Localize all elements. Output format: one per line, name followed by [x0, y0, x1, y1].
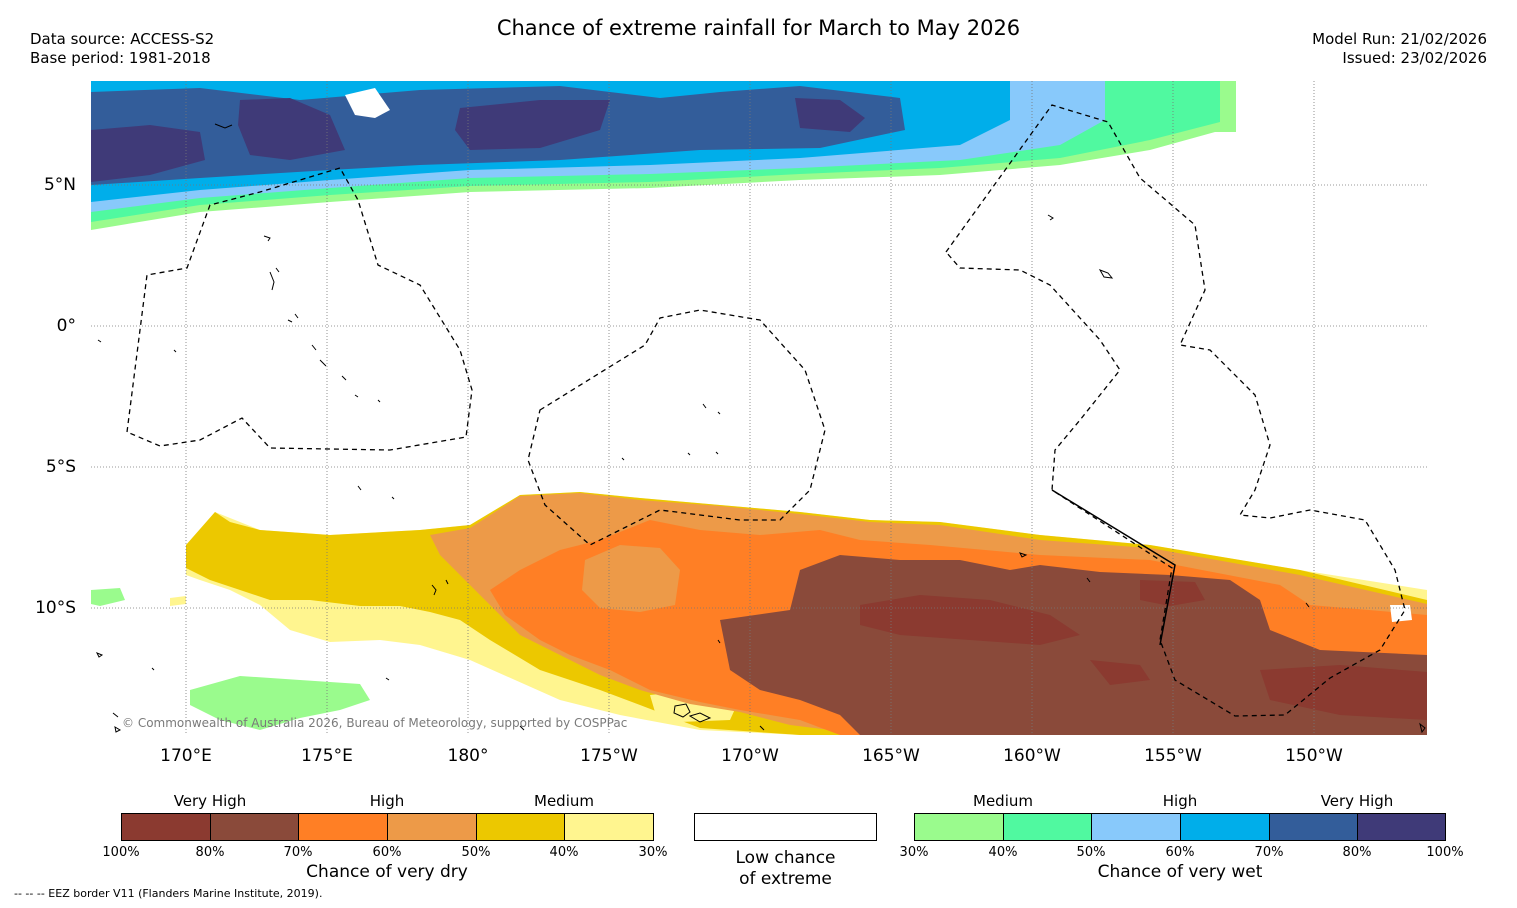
wet-swatch-50-60 — [1091, 813, 1181, 841]
copyright-notice: © Commonwealth of Australia 2026, Bureau… — [122, 716, 628, 730]
wet-legend-title: Chance of very wet — [1097, 862, 1263, 882]
wet-tick: 40% — [988, 845, 1018, 860]
data-source: Data source: ACCESS-S2 — [30, 30, 215, 48]
lon-label-180: 180° — [447, 746, 489, 766]
eez-boundary-line — [1051, 489, 1176, 646]
page-title: Chance of extreme rainfall for March to … — [496, 16, 1021, 40]
dry-group-high: High — [369, 792, 405, 810]
dry-tick: 30% — [638, 845, 668, 860]
meta-left: Data source: ACCESS-S2 Base period: 1981… — [30, 30, 214, 68]
dry-tick: 80% — [195, 845, 225, 860]
wet-tick: 30% — [899, 845, 929, 860]
dry-high-patch — [582, 545, 680, 612]
wet-group-medium: Medium — [973, 792, 1033, 810]
dry-tick: 40% — [549, 845, 579, 860]
lon-label-175w: 175°W — [580, 746, 638, 766]
eez-footnote: -- -- -- EEZ border V11 (Flanders Marine… — [14, 887, 323, 900]
wet-swatch-40-50 — [1003, 813, 1092, 841]
base-period: Base period: 1981-2018 — [30, 49, 211, 67]
lon-label-155w: 155°W — [1144, 746, 1202, 766]
map-field — [91, 81, 1427, 735]
wet-tick: 60% — [1165, 845, 1195, 860]
lon-label-175e: 175°E — [301, 746, 353, 766]
wet-gap — [345, 88, 390, 118]
wet-tick: 70% — [1254, 845, 1284, 860]
eez-borders — [126, 104, 1406, 717]
dry-group-very-high: Very High — [173, 792, 247, 810]
lat-label-5n: 5°N — [43, 175, 76, 195]
lat-label-5s: 5°S — [45, 457, 76, 477]
wet-group-high: High — [1162, 792, 1198, 810]
dry-very-high2-region — [860, 580, 1427, 720]
dry-swatch-50-40 — [476, 813, 565, 841]
wet-swatch-30-40 — [914, 813, 1004, 841]
issued-date: Issued: 23/02/2026 — [1342, 49, 1487, 67]
model-run: Model Run: 21/02/2026 — [1312, 30, 1487, 48]
dry-swatch-60-50 — [387, 813, 477, 841]
wet-group-very-high: Very High — [1320, 792, 1394, 810]
wet-very-high2-region — [91, 98, 865, 182]
dry-swatch-80-70 — [210, 813, 299, 841]
dry-tick: 50% — [461, 845, 491, 860]
dry-swatch-40-30 — [564, 813, 654, 841]
dry-medium-patch — [305, 608, 740, 722]
dry-swatch-100-80 — [121, 813, 211, 841]
wet-tick: 50% — [1076, 845, 1106, 860]
wet-tick: 100% — [1426, 845, 1464, 860]
dry-gap-white — [1390, 605, 1412, 622]
dry-group-medium: Medium — [534, 792, 594, 810]
islands — [95, 123, 1426, 734]
lon-label-165w: 165°W — [862, 746, 920, 766]
gridlines — [91, 81, 1427, 735]
wet-swatch-70-80 — [1269, 813, 1358, 841]
dry-tick: 100% — [102, 845, 140, 860]
lon-label-150w: 150°W — [1285, 746, 1343, 766]
wet-swatch-80-100 — [1357, 813, 1446, 841]
lon-label-160w: 160°W — [1003, 746, 1061, 766]
wet-tick: 80% — [1342, 845, 1372, 860]
wet-medium-patch — [91, 588, 370, 730]
wet-swatch-60-70 — [1180, 813, 1270, 841]
dry-tick: 60% — [372, 845, 402, 860]
dry-swatch-70-60 — [298, 813, 388, 841]
dry-tick: 70% — [283, 845, 313, 860]
dry-legend-title: Chance of very dry — [306, 862, 468, 882]
low-chance-label-2: of extreme — [739, 869, 832, 889]
lat-label-0: 0° — [56, 316, 76, 336]
low-chance-swatch — [694, 813, 877, 841]
lon-label-170w: 170°W — [721, 746, 779, 766]
lat-label-10s: 10°S — [35, 598, 76, 618]
meta-right: Model Run: 21/02/2026 Issued: 23/02/2026 — [1312, 30, 1487, 68]
lon-label-170e: 170°E — [160, 746, 212, 766]
low-chance-label-1: Low chance — [735, 848, 836, 868]
